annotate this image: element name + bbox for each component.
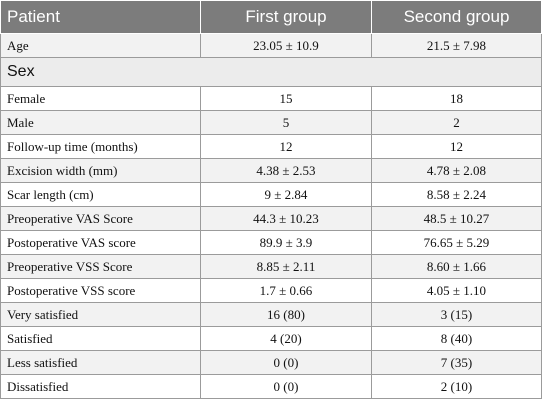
table-row: Postoperative VAS score 89.9 ± 3.9 76.65 ±… (0, 230, 542, 255)
table-row: Satisfied 4 (20) 8 (40) (0, 326, 542, 351)
row-second-group-value: 8 (40) (371, 326, 542, 351)
row-label: Satisfied (0, 326, 201, 351)
row-label: Preoperative VSS Score (0, 254, 201, 279)
table-header-row: Patient First group Second group (0, 0, 542, 34)
row-second-group-value: 12 (371, 134, 542, 159)
row-label: Postoperative VSS score (0, 278, 201, 303)
row-second-group-value: 48.5 ± 10.27 (371, 206, 542, 231)
table-row: Excision width (mm) 4.38 ± 2.53 4.78 ± 2.0… (0, 158, 542, 183)
header-second-group: Second group (371, 0, 542, 34)
header-patient: Patient (0, 0, 201, 34)
table-row: Less satisfied 0 (0) 7 (35) (0, 350, 542, 375)
row-first-group-value: 12 (200, 134, 372, 159)
table-row: Preoperative VAS Score 44.3 ± 10.23 48.5 ±… (0, 206, 542, 231)
row-label: Age (0, 33, 201, 58)
table-row: Dissatisfied 0 (0) 2 (10) (0, 374, 542, 399)
table-row: Male 5 2 (0, 110, 542, 135)
row-second-group-value: 21.5 ± 7.98 (371, 33, 542, 58)
row-first-group-value: 16 (80) (200, 302, 372, 327)
row-second-group-value: 8.58 ± 2.24 (371, 182, 542, 207)
row-second-group-value: 7 (35) (371, 350, 542, 375)
row-label: Female (0, 86, 201, 111)
row-label: Less satisfied (0, 350, 201, 375)
table-row: Female 15 18 (0, 86, 542, 111)
row-first-group-value: 0 (0) (200, 350, 372, 375)
table-row: Age 23.05 ± 10.9 21.5 ± 7.98 (0, 33, 542, 58)
table-row: Preoperative VSS Score 8.85 ± 2.11 8.60 ± … (0, 254, 542, 279)
row-label: Very satisfied (0, 302, 201, 327)
row-first-group-value: 4 (20) (200, 326, 372, 351)
row-second-group-value: 2 (371, 110, 542, 135)
row-second-group-value: 18 (371, 86, 542, 111)
table-row: Follow-up time (months) 12 12 (0, 134, 542, 159)
row-first-group-value: 1.7 ± 0.66 (200, 278, 372, 303)
row-second-group-value: 4.05 ± 1.10 (371, 278, 542, 303)
row-label: Preoperative VAS Score (0, 206, 201, 231)
row-label: Male (0, 110, 201, 135)
table-row: Very satisfied 16 (80) 3 (15) (0, 302, 542, 327)
row-first-group-value: 0 (0) (200, 374, 372, 399)
row-first-group-value: 23.05 ± 10.9 (200, 33, 372, 58)
header-first-group: First group (200, 0, 372, 34)
section-row-sex: Sex (0, 57, 542, 87)
table-row: Postoperative VSS score 1.7 ± 0.66 4.05 ± … (0, 278, 542, 303)
row-first-group-value: 9 ± 2.84 (200, 182, 372, 207)
row-label: Postoperative VAS score (0, 230, 201, 255)
row-label: Dissatisfied (0, 374, 201, 399)
row-label: Scar length (cm) (0, 182, 201, 207)
row-first-group-value: 8.85 ± 2.11 (200, 254, 372, 279)
table-row: Scar length (cm) 9 ± 2.84 8.58 ± 2.24 (0, 182, 542, 207)
row-second-group-value: 3 (15) (371, 302, 542, 327)
row-second-group-value: 8.60 ± 1.66 (371, 254, 542, 279)
row-first-group-value: 4.38 ± 2.53 (200, 158, 372, 183)
row-first-group-value: 44.3 ± 10.23 (200, 206, 372, 231)
row-second-group-value: 2 (10) (371, 374, 542, 399)
row-first-group-value: 89.9 ± 3.9 (200, 230, 372, 255)
row-second-group-value: 76.65 ± 5.29 (371, 230, 542, 255)
row-second-group-value: 4.78 ± 2.08 (371, 158, 542, 183)
patient-data-table: Patient First group Second group Age 23.… (0, 0, 542, 399)
row-label: Excision width (mm) (0, 158, 201, 183)
row-first-group-value: 5 (200, 110, 372, 135)
row-label: Follow-up time (months) (0, 134, 201, 159)
row-first-group-value: 15 (200, 86, 372, 111)
section-label: Sex (0, 57, 542, 87)
